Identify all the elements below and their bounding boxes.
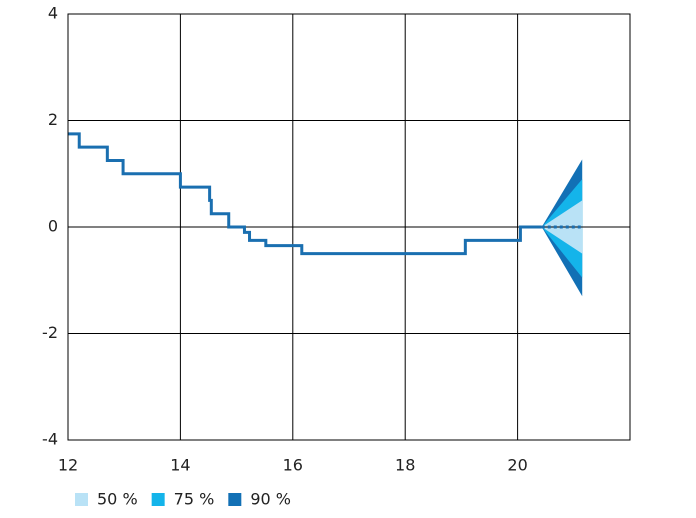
y-tick-label: 4	[48, 4, 58, 23]
legend: 50 % 75 % 90 %	[75, 490, 291, 509]
rate-line	[68, 132, 542, 256]
y-tick-label: 0	[48, 217, 58, 236]
x-tick-label: 14	[170, 456, 190, 475]
y-tick-label: -2	[42, 323, 58, 342]
label-group: -4 -2 0 2 4 12 14 16 18 20	[42, 4, 528, 475]
legend-swatch	[75, 493, 88, 506]
plot-frame	[67, 13, 631, 441]
x-tick-label: 16	[283, 456, 303, 475]
y-tick-label: -4	[42, 430, 58, 449]
x-tick-label: 18	[395, 456, 415, 475]
line-group	[68, 132, 583, 256]
legend-label: 50 %	[97, 490, 138, 509]
y-tick-label: 2	[48, 110, 58, 129]
x-tick-label: 20	[507, 456, 527, 475]
x-tick-label: 12	[58, 456, 78, 475]
legend-label: 90 %	[250, 490, 291, 509]
legend-label: 75 %	[174, 490, 215, 509]
grid-group	[67, 13, 630, 441]
legend-swatch	[228, 493, 242, 506]
legend-swatch	[151, 493, 165, 506]
